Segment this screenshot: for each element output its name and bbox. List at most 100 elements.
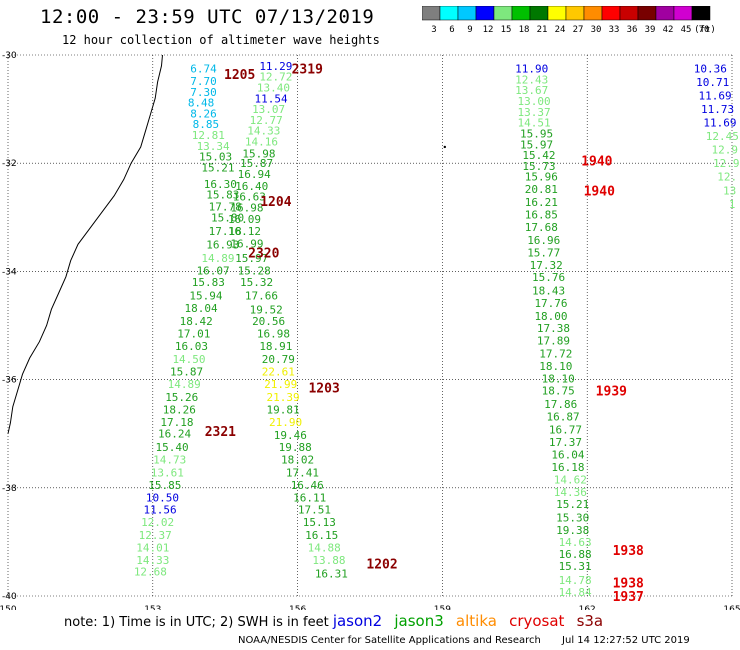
scale-tick-label: 21 — [537, 25, 548, 35]
wave-height-value: 19.52 — [250, 303, 283, 316]
wave-height-value: 16.93 — [206, 238, 239, 251]
wave-height-value: 20.81 — [525, 183, 558, 196]
scale-swatch — [691, 6, 711, 21]
wave-height-value: 15.96 — [525, 171, 558, 184]
wave-height-value: 14.50 — [172, 353, 205, 366]
wave-height-value: 16.24 — [158, 428, 191, 441]
wave-height-value: 16.63 — [233, 191, 266, 204]
lon-tick-label: 153 — [144, 605, 161, 610]
wave-height-value: 17.86 — [544, 398, 577, 411]
wave-height-value: 17.37 — [549, 436, 582, 449]
pass-time-label: 2320 — [248, 246, 279, 261]
wave-height-value: 18.26 — [163, 403, 196, 416]
lon-tick-label: 159 — [434, 605, 451, 610]
footer-timestamp: Jul 14 12:27:52 UTC 2019 — [562, 635, 690, 646]
wave-height-value: 16.85 — [525, 209, 558, 222]
wave-height-value: 18.42 — [180, 315, 213, 328]
pass-time-label: 1938 — [613, 544, 644, 559]
axis-labels: -30 -32 -34 -36 -38 -40 150 153 156 159 162 165 — [0, 51, 740, 610]
wave-height-value: 14.88 — [308, 541, 341, 554]
wave-height-value: 16.18 — [551, 461, 584, 474]
wave-height-value: 18.43 — [532, 284, 565, 297]
wave-height-value: 15.94 — [189, 290, 222, 303]
pass-time-label: 1203 — [308, 382, 339, 397]
wave-height-value: 20.79 — [262, 353, 295, 366]
wave-height-value: 15.97 — [235, 252, 268, 265]
scale-tick-label: 3 — [431, 25, 436, 35]
lat-tick-label: -40 — [2, 592, 17, 602]
satellite-label-cryosat: cryosat — [509, 612, 565, 630]
wave-height-value: 22.61 — [262, 365, 295, 378]
wave-height-values: 6.747.707.308.488.268.8512.8113.3415.031… — [134, 60, 740, 599]
wave-height-value: 16.04 — [551, 448, 584, 461]
satellite-label-altika: altika — [455, 612, 497, 630]
pass-time-label: 2319 — [292, 63, 323, 78]
footer-agency: NOAA/NESDIS Center for Satellite Applica… — [238, 635, 541, 646]
page-subtitle: 12 hour collection of altimeter wave hei… — [62, 33, 380, 47]
wave-height-value: 19.46 — [274, 429, 307, 442]
wave-height-value: 12.43 — [515, 73, 548, 86]
wave-height-value: 16.94 — [238, 168, 271, 181]
wave-height-value: 16.15 — [305, 529, 338, 542]
wave-height-value: 15.30 — [556, 512, 589, 525]
wave-height-value: 14.16 — [245, 136, 278, 149]
wave-height-value: 13.37 — [518, 106, 551, 119]
wave-height-value: 12.77 — [250, 114, 283, 127]
wave-height-value: 13.61 — [151, 467, 184, 480]
wave-height-value: 15.31 — [559, 560, 592, 573]
pass-time-label: 1938 — [613, 576, 644, 591]
pass-time-label: 1937 — [613, 590, 644, 605]
pass-times: 1205 2319 1204 2320 1940 1940 1203 2321 1939 1202… — [205, 63, 644, 605]
wave-height-value: 17.41 — [286, 467, 319, 480]
wave-height-value: 17.51 — [298, 503, 331, 516]
wave-height-value: 7.30 — [190, 86, 217, 99]
wave-height-value: 15.87 — [170, 365, 203, 378]
scale-tick-label: 36 — [627, 25, 638, 35]
wave-height-value: 18.04 — [185, 302, 218, 315]
wave-height-value: 14.89 — [201, 252, 234, 265]
wave-height-value: 12.68 — [134, 566, 167, 579]
wave-height-value: 15.76 — [532, 271, 565, 284]
wave-height-value: 18.10 — [539, 360, 572, 373]
wave-height-value: 15.28 — [238, 264, 271, 277]
pass-time-label: 2321 — [205, 425, 236, 440]
wave-height-value: 11.69 — [699, 90, 732, 103]
wave-height-value: 11.69 — [703, 117, 736, 130]
wave-height-value: 13.00 — [518, 95, 551, 108]
wave-height-value: 17.76 — [534, 297, 567, 310]
wave-height-value: 16.31 — [315, 567, 348, 580]
lat-tick-label: -32 — [2, 159, 17, 169]
wave-height-value: 12.9 — [712, 144, 739, 157]
wave-height-value: 10.71 — [696, 76, 729, 89]
wave-height-value: 15.95 — [520, 127, 553, 140]
lat-tick-label: -34 — [2, 267, 17, 277]
wave-height-value: 13.67 — [515, 84, 548, 97]
pass-time-label: 1202 — [366, 558, 397, 573]
lon-tick-label: 162 — [579, 605, 596, 610]
wave-height-value: 11.54 — [254, 92, 287, 105]
wave-height-value: 15.42 — [522, 149, 555, 162]
wave-height-value: 19.88 — [279, 441, 312, 454]
wave-height-value: 18.00 — [534, 310, 567, 323]
wave-height-value: 16.07 — [197, 264, 230, 277]
wave-height-value: 18.10 — [542, 373, 575, 386]
wave-height-value: 18.75 — [542, 384, 575, 397]
wave-height-value: 16.09 — [228, 213, 261, 226]
lat-tick-label: -38 — [2, 484, 17, 494]
wave-height-value: 14.73 — [153, 454, 186, 467]
wave-height-value: 15.26 — [165, 391, 198, 404]
wave-height-value: 8.48 — [188, 97, 215, 110]
coastline-path — [7, 54, 163, 434]
wave-height-value: 11.29 — [259, 60, 292, 73]
wave-height-value: 21.90 — [269, 416, 302, 429]
wave-height-value: 16.30 — [204, 178, 237, 191]
wave-height-value: 15.83 — [206, 189, 239, 202]
wave-height-value: 14.33 — [247, 125, 280, 138]
wave-height-value: 17.32 — [530, 259, 563, 272]
wave-height-value: 16.98 — [257, 328, 290, 341]
wave-height-value: 19.38 — [556, 524, 589, 537]
wave-height-value: 11.90 — [515, 63, 548, 76]
wave-height-value: 20.56 — [252, 315, 285, 328]
wave-height-value: 16.12 — [228, 225, 261, 238]
pass-time-label: 1204 — [260, 195, 291, 210]
